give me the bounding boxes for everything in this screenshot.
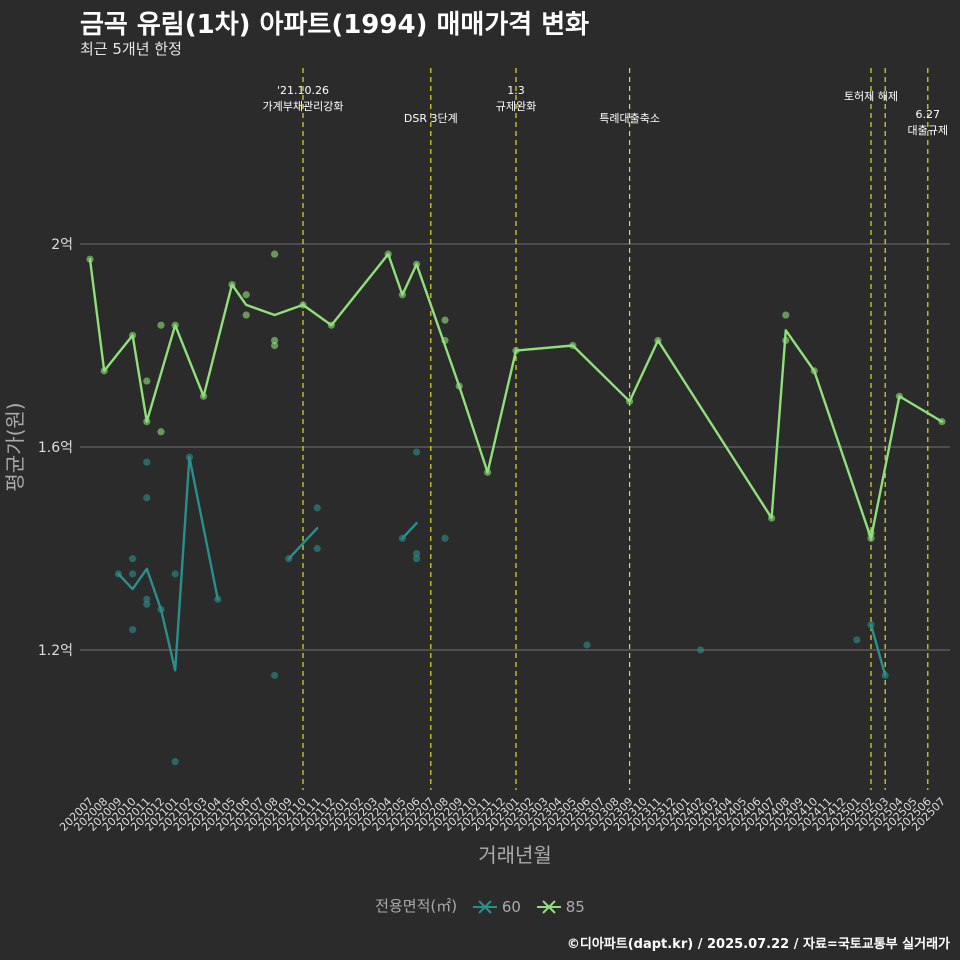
legend: 전용면적(㎡) 60 85 <box>0 895 960 917</box>
event-annotation-label: 6.27 <box>916 108 941 121</box>
data-point-85 <box>242 311 250 319</box>
data-point-60 <box>441 534 449 542</box>
event-annotation-label: 대출규제 <box>908 124 948 137</box>
y-tick-label: 1.2억 <box>38 643 73 659</box>
data-point-85 <box>782 311 790 319</box>
data-point-60 <box>129 570 137 578</box>
data-point-60 <box>129 626 137 634</box>
data-point-60 <box>697 646 705 654</box>
data-point-85 <box>271 336 279 345</box>
source-caption: ©디아파트(dapt.kr) / 2025.07.22 / 자료=국토교통부 실… <box>566 937 950 952</box>
event-annotation-label: '21.10.26 <box>277 84 329 97</box>
y-tick-label: 2억 <box>51 237 73 253</box>
series-line-60 <box>287 527 319 560</box>
data-point-85 <box>441 316 449 324</box>
data-point-60 <box>143 458 151 466</box>
series-line-60 <box>869 623 887 677</box>
legend-item-85: 85 <box>536 897 585 917</box>
data-point-60 <box>171 570 179 578</box>
data-point-85 <box>157 428 165 436</box>
series-line-60 <box>401 521 418 540</box>
data-point-60 <box>413 448 421 456</box>
grid-layer <box>80 243 950 651</box>
data-point-85 <box>242 291 250 299</box>
data-point-60 <box>171 758 179 766</box>
data-point-60 <box>143 494 151 502</box>
data-point-60 <box>271 671 279 679</box>
chart-subtitle: 최근 5개년 한정 <box>80 40 182 58</box>
y-tick-label: 1.6억 <box>38 440 73 456</box>
data-point-60 <box>143 600 151 608</box>
event-annotation-label: 토허제 해제 <box>844 89 898 103</box>
event-annotation-label: 1.3 <box>507 84 525 97</box>
series-layer <box>86 250 946 766</box>
data-point-85 <box>271 341 279 350</box>
data-point-60 <box>313 504 321 512</box>
legend-key-85 <box>536 897 562 917</box>
event-lines <box>302 68 929 790</box>
data-point-85 <box>143 377 151 385</box>
chart-title: 금곡 유림(1차) 아파트(1994) 매매가격 변화 <box>80 10 590 40</box>
legend-title: 전용면적(㎡) <box>375 897 458 915</box>
legend-label-60: 60 <box>501 897 521 916</box>
event-annotation-label: 특례대출축소 <box>599 112 660 125</box>
axis-layer: 1.2억1.6억2억202007202008202009202010202011… <box>38 237 948 834</box>
data-point-85 <box>157 321 165 329</box>
data-point-85 <box>271 250 279 258</box>
series-line-85 <box>88 252 944 540</box>
data-point-60 <box>129 555 137 563</box>
data-point-60 <box>583 641 591 649</box>
event-annotation-label: DSR 3단계 <box>404 112 458 125</box>
legend-label-85: 85 <box>565 897 585 916</box>
data-point-60 <box>413 549 421 558</box>
series-line-60 <box>117 455 220 672</box>
legend-item-60: 60 <box>472 897 521 917</box>
x-axis-label: 거래년월 <box>478 843 552 867</box>
y-axis-label: 평균가(원) <box>3 402 27 491</box>
data-point-60 <box>313 544 321 553</box>
event-annotation-label: 가계부채관리강화 <box>263 100 344 113</box>
event-annotation-label: 규제완화 <box>496 100 536 113</box>
data-point-60 <box>143 595 151 603</box>
data-point-60 <box>413 555 421 563</box>
legend-key-60 <box>472 897 498 917</box>
data-point-60 <box>853 636 861 644</box>
